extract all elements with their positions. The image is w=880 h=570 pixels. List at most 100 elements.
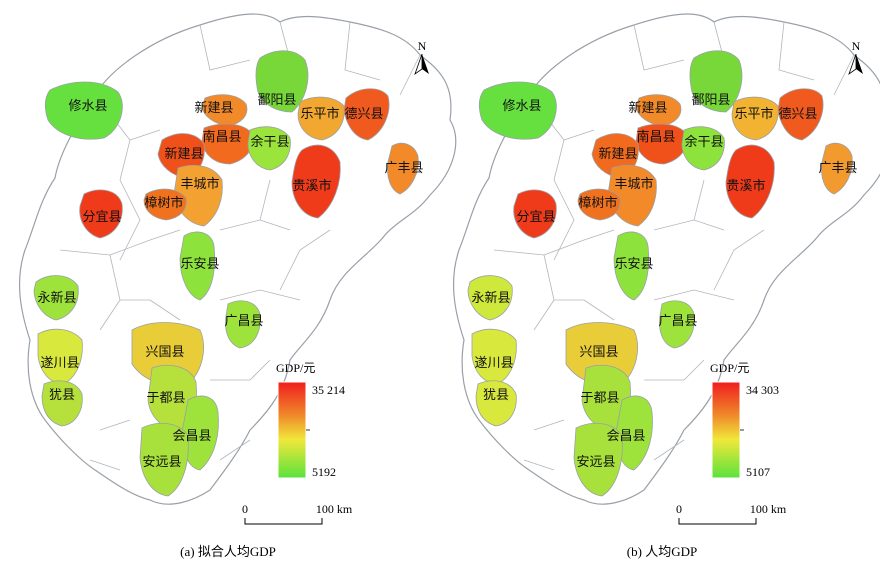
county-label: 于都县 [146,391,185,406]
county-boundary [259,179,271,221]
county-label: 乐平市 [734,106,773,122]
county-label: 乐平市 [300,106,339,122]
county-shape [475,380,517,427]
county-label: 德兴县 [344,107,383,122]
county-boundary [99,419,131,431]
county-shape [478,81,557,140]
county-label: 广丰县 [818,161,857,176]
county-label: 广昌县 [658,314,697,329]
county-boundary [713,229,765,291]
county-boundary [653,439,685,461]
county-label: 永新县 [37,290,76,306]
county-shape [41,380,83,427]
county-shape [689,50,743,113]
county-shape [139,422,189,497]
county-shape [225,300,261,349]
county-label: 会昌县 [606,429,645,444]
county-label: 新建县 [164,146,203,162]
scale-bar [244,518,323,525]
county-shape [291,144,341,219]
county-shape [179,231,216,301]
county-label: 遂川县 [474,356,513,371]
county-label: 会昌县 [172,429,211,444]
county-boundary [399,54,421,96]
county-label: 兴国县 [145,345,184,360]
county-shape [247,126,291,171]
county-label: 于都县 [580,391,619,406]
county-boundary [693,179,705,221]
scale-zero: 0 [242,502,248,516]
county-label: 广丰县 [384,161,423,176]
county-boundary [583,299,615,321]
county-label: 鄱阳县 [257,93,296,108]
county-shape [467,275,513,321]
county-boundary [553,179,575,261]
county-boundary [219,439,251,461]
county-label: 新建县 [598,146,637,162]
county-shape [33,275,79,321]
scale-end: 100 km [750,502,787,516]
county-boundary [344,21,381,81]
county-label: 新建县 [628,100,667,116]
county-label: 樟树市 [578,195,617,211]
county-label: 丰城市 [180,176,219,192]
county-label: 乐安县 [614,257,653,272]
county-boundary [583,229,615,241]
county-boundary [149,299,181,321]
county-shape [731,96,779,141]
county-boundary [644,359,705,381]
north-label: N [418,39,427,53]
legend-title: GDP/元 [710,361,749,375]
county-label: 犹县 [483,388,509,403]
legend-colorbar [277,381,307,479]
county-shape [37,328,83,385]
county-shape [681,126,725,171]
county-shape [387,142,419,195]
north-label: N [852,39,861,53]
county-label: 修水县 [68,99,107,114]
scale-bar [678,518,757,525]
county-label: 丰城市 [614,176,653,192]
county-label: 安远县 [576,455,615,470]
scale-end: 100 km [316,502,353,516]
county-boundary [563,129,595,141]
county-label: 余干县 [684,134,723,150]
county-shape [143,188,187,221]
county-shape [635,94,682,127]
county-shape [471,328,517,385]
scale-zero: 0 [676,502,682,516]
county-boundary [523,459,555,471]
north-arrow-icon [414,53,429,76]
legend-max: 35 214 [312,383,345,397]
county-boundary [279,229,331,291]
county-boundary [653,289,735,301]
county-label: 鄱阳县 [691,93,730,108]
county-label: 安远县 [142,455,181,470]
legend-title: GDP/元 [276,361,315,375]
county-label: 德兴县 [778,107,817,122]
county-shape [513,189,557,239]
legend-colorbar [711,381,741,479]
county-shape [821,142,853,195]
county-boundary [219,289,301,301]
legend-min: 5107 [746,465,770,479]
county-label: 南昌县 [202,129,241,145]
county-boundary [119,179,141,261]
county-boundary [89,459,121,471]
county-label: 分宜县 [516,210,555,225]
county-shape [573,422,623,497]
county-label: 兴国县 [579,345,618,360]
county-shape [343,88,390,141]
panel-caption: (a) 拟合人均GDP [180,544,276,559]
county-boundary [778,21,815,81]
county-boundary [533,419,565,431]
county-label: 新建县 [194,100,233,116]
county-boundary [210,359,271,381]
county-label: 贵溪市 [726,178,765,194]
county-shape [777,88,824,141]
county-label: 遂川县 [40,356,79,371]
north-arrow-icon [848,53,863,76]
